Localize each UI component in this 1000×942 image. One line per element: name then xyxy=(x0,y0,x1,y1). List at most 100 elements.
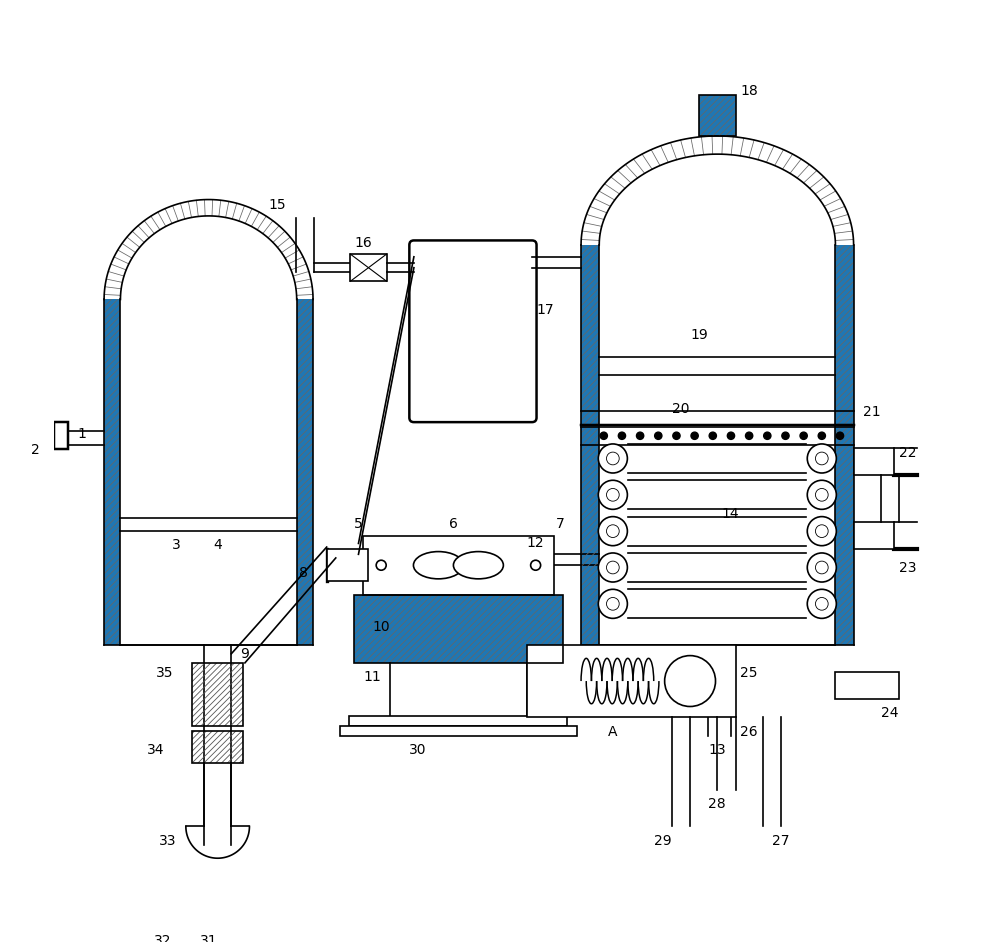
Circle shape xyxy=(836,432,844,439)
Circle shape xyxy=(818,432,825,439)
Text: 32: 32 xyxy=(154,934,172,942)
Bar xyxy=(104,300,120,644)
Text: 26: 26 xyxy=(740,724,758,739)
Circle shape xyxy=(376,560,386,570)
Text: 25: 25 xyxy=(740,665,758,679)
Text: 27: 27 xyxy=(772,834,789,848)
Text: 13: 13 xyxy=(708,742,726,756)
Circle shape xyxy=(606,561,619,574)
Bar xyxy=(172,920,263,931)
Circle shape xyxy=(807,480,836,510)
Bar xyxy=(192,731,243,763)
Circle shape xyxy=(598,553,627,582)
Circle shape xyxy=(598,590,627,618)
Circle shape xyxy=(745,432,753,439)
Text: 15: 15 xyxy=(269,198,286,212)
Bar xyxy=(527,644,736,718)
Circle shape xyxy=(782,432,789,439)
Text: 10: 10 xyxy=(372,620,390,634)
Circle shape xyxy=(815,561,828,574)
Text: 7: 7 xyxy=(556,517,564,531)
Bar xyxy=(168,879,268,890)
Circle shape xyxy=(727,432,735,439)
Bar xyxy=(54,422,68,449)
Circle shape xyxy=(815,452,828,464)
Bar xyxy=(699,95,736,136)
Bar xyxy=(192,663,243,726)
Text: 4: 4 xyxy=(213,538,222,552)
Circle shape xyxy=(606,452,619,464)
Bar xyxy=(192,731,243,763)
Text: 24: 24 xyxy=(881,706,898,721)
Text: 31: 31 xyxy=(199,934,217,942)
Bar xyxy=(192,663,243,726)
Bar xyxy=(835,245,854,644)
Text: 14: 14 xyxy=(722,507,739,521)
Bar xyxy=(854,447,894,475)
Circle shape xyxy=(807,590,836,618)
Text: 8: 8 xyxy=(299,565,308,579)
Circle shape xyxy=(606,597,619,610)
Circle shape xyxy=(655,432,662,439)
Bar xyxy=(581,245,599,644)
Text: 22: 22 xyxy=(899,446,917,460)
Bar xyxy=(349,716,567,726)
Text: 18: 18 xyxy=(740,84,758,98)
FancyBboxPatch shape xyxy=(409,240,537,422)
Text: 34: 34 xyxy=(147,742,164,756)
Ellipse shape xyxy=(413,552,463,578)
Circle shape xyxy=(600,432,607,439)
Circle shape xyxy=(807,444,836,473)
Bar xyxy=(350,254,387,282)
Bar xyxy=(192,731,243,763)
Text: 29: 29 xyxy=(654,834,671,848)
Text: 30: 30 xyxy=(408,742,426,756)
Bar xyxy=(340,726,577,736)
Circle shape xyxy=(598,444,627,473)
Text: 23: 23 xyxy=(899,561,917,575)
Bar xyxy=(192,663,243,726)
Circle shape xyxy=(691,432,698,439)
Circle shape xyxy=(709,432,716,439)
Circle shape xyxy=(606,525,619,538)
Circle shape xyxy=(800,432,807,439)
Circle shape xyxy=(606,489,619,501)
Text: 12: 12 xyxy=(527,536,544,550)
Bar xyxy=(354,594,563,663)
Text: 9: 9 xyxy=(240,647,249,661)
Text: 1: 1 xyxy=(77,427,86,441)
Polygon shape xyxy=(581,136,854,644)
Circle shape xyxy=(618,432,626,439)
Text: 21: 21 xyxy=(863,405,880,419)
Text: 2: 2 xyxy=(31,443,40,457)
Ellipse shape xyxy=(453,552,503,578)
Bar xyxy=(297,300,313,644)
Circle shape xyxy=(764,432,771,439)
Circle shape xyxy=(665,656,716,706)
Circle shape xyxy=(598,516,627,545)
Text: 6: 6 xyxy=(449,517,458,531)
Circle shape xyxy=(815,525,828,538)
Circle shape xyxy=(807,516,836,545)
Circle shape xyxy=(598,480,627,510)
Text: 11: 11 xyxy=(363,670,381,684)
Bar xyxy=(854,522,894,549)
Circle shape xyxy=(807,553,836,582)
Text: 16: 16 xyxy=(355,236,373,250)
Text: 17: 17 xyxy=(537,303,554,317)
Text: A: A xyxy=(608,724,618,739)
Bar xyxy=(354,594,563,663)
Text: 19: 19 xyxy=(690,328,708,342)
Text: 5: 5 xyxy=(354,517,363,531)
Bar xyxy=(835,672,899,699)
Circle shape xyxy=(636,432,644,439)
Bar xyxy=(363,536,554,594)
Circle shape xyxy=(815,489,828,501)
Circle shape xyxy=(673,432,680,439)
Text: 28: 28 xyxy=(708,797,726,811)
Bar xyxy=(699,95,736,136)
Text: 3: 3 xyxy=(172,538,181,552)
Circle shape xyxy=(531,560,541,570)
Bar xyxy=(327,549,368,581)
Text: 20: 20 xyxy=(672,402,689,416)
